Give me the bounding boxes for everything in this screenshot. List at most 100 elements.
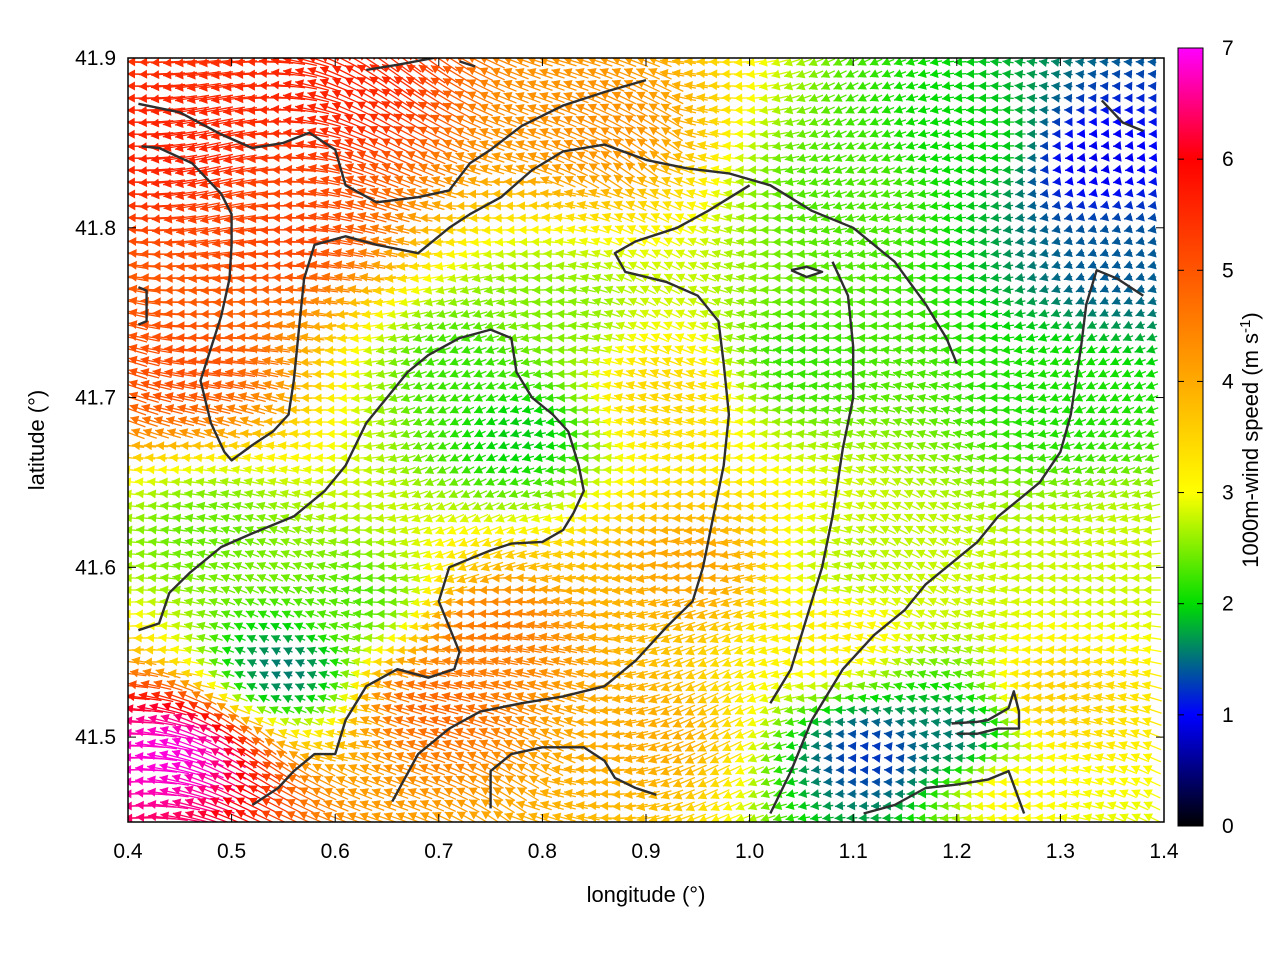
wind-arrow [1099,58,1109,67]
wind-arrow [515,58,541,68]
wind-arrow [977,117,991,127]
wind-arrow [347,58,376,72]
wind-arrow [1087,69,1097,79]
wind-arrow [357,64,387,84]
wind-arrow [660,115,684,129]
wind-arrow [1111,58,1121,67]
wind-arrow [1002,81,1014,91]
wind-arrow [833,81,847,90]
wind-arrow [1063,58,1073,67]
wind-arrow [368,100,400,120]
wind-arrow [1002,105,1014,115]
wind-arrow [759,93,777,103]
wind-arrow [599,103,625,117]
wind-arrow [433,58,458,72]
wind-arrow [648,58,672,68]
wind-arrow [796,81,812,91]
wind-arrow [457,58,482,70]
wind-arrow [1039,81,1049,91]
wind-arrow [623,67,649,80]
wind-arrow [479,79,505,93]
wind-arrow [1148,105,1157,115]
wind-arrow [307,90,341,104]
wind-arrow [1124,93,1133,103]
wind-arrow [344,126,376,142]
wind-arrow [515,91,541,104]
wind-arrow [442,90,470,106]
wind-arrow [551,115,577,128]
wind-arrow [1124,117,1133,127]
wind-arrow [563,103,589,116]
wind-arrow [966,58,978,67]
wind-arrow [612,115,636,129]
wind-arrow [771,105,789,115]
wind-arrow [869,105,883,114]
wind-arrow [1026,93,1038,103]
wind-arrow [881,69,895,78]
wind-arrow [539,91,565,104]
wind-arrow [833,69,847,78]
wind-arrow [467,115,493,129]
wind-arrow [307,115,341,128]
wind-arrow [671,80,697,90]
wind-arrow [599,67,625,80]
wind-arrow [551,58,577,67]
wind-arrow [990,58,1002,67]
wind-arrow [611,58,637,68]
wind-arrow [479,67,505,81]
wind-arrow [1147,69,1157,79]
wind-arrow [599,79,625,92]
wind-arrow [857,93,871,102]
wind-arrow [430,77,458,95]
wind-arrow [857,105,871,114]
wind-arrow [893,69,907,78]
wind-arrow [1076,93,1085,103]
wind-arrow [1076,117,1085,127]
wind-arrow [771,69,789,79]
wind-arrow [356,101,388,119]
wind-arrow [491,103,517,116]
wind-arrow [417,113,447,131]
wind-arrow [796,69,812,79]
wind-arrow [575,115,601,129]
wind-arrow [503,91,529,104]
wind-arrow [539,68,565,79]
wind-arrow [418,126,446,142]
wind-arrow [418,89,446,107]
wind-arrow [1088,117,1097,127]
wind-arrow [1123,69,1133,79]
wind-arrow [1038,69,1050,79]
wind-arrow [1051,81,1061,91]
wind-arrow [659,58,685,66]
wind-arrow [393,63,423,85]
wind-arrow [319,90,353,105]
wind-arrow [845,58,859,66]
wind-arrow [869,58,883,66]
wind-arrow [515,103,541,116]
wind-arrow [758,69,778,79]
wind-arrow [442,102,470,118]
wind-arrow [905,105,919,114]
wind-arrow [294,91,330,103]
wind-arrow [821,93,835,102]
wind-arrow [977,105,991,115]
wind-arrow [575,58,601,67]
wind-arrow [1087,81,1097,91]
wind-arrow [344,64,376,84]
wind-arrow [1014,69,1026,79]
wind-arrow [953,117,967,127]
wind-arrow [479,91,505,105]
wind-arrow [796,117,812,127]
wind-arrow [659,68,685,78]
wind-arrow [381,88,411,108]
wind-arrow [893,81,907,90]
wind-arrow [466,66,494,82]
wind-arrow [917,81,931,90]
wind-arrow [1111,69,1121,79]
wind-arrow [1136,81,1145,91]
wind-arrow [636,67,660,80]
wind-arrow [808,69,824,79]
wind-arrow [881,58,895,66]
wind-arrow [1014,93,1026,103]
wind-arrow [1039,105,1049,115]
